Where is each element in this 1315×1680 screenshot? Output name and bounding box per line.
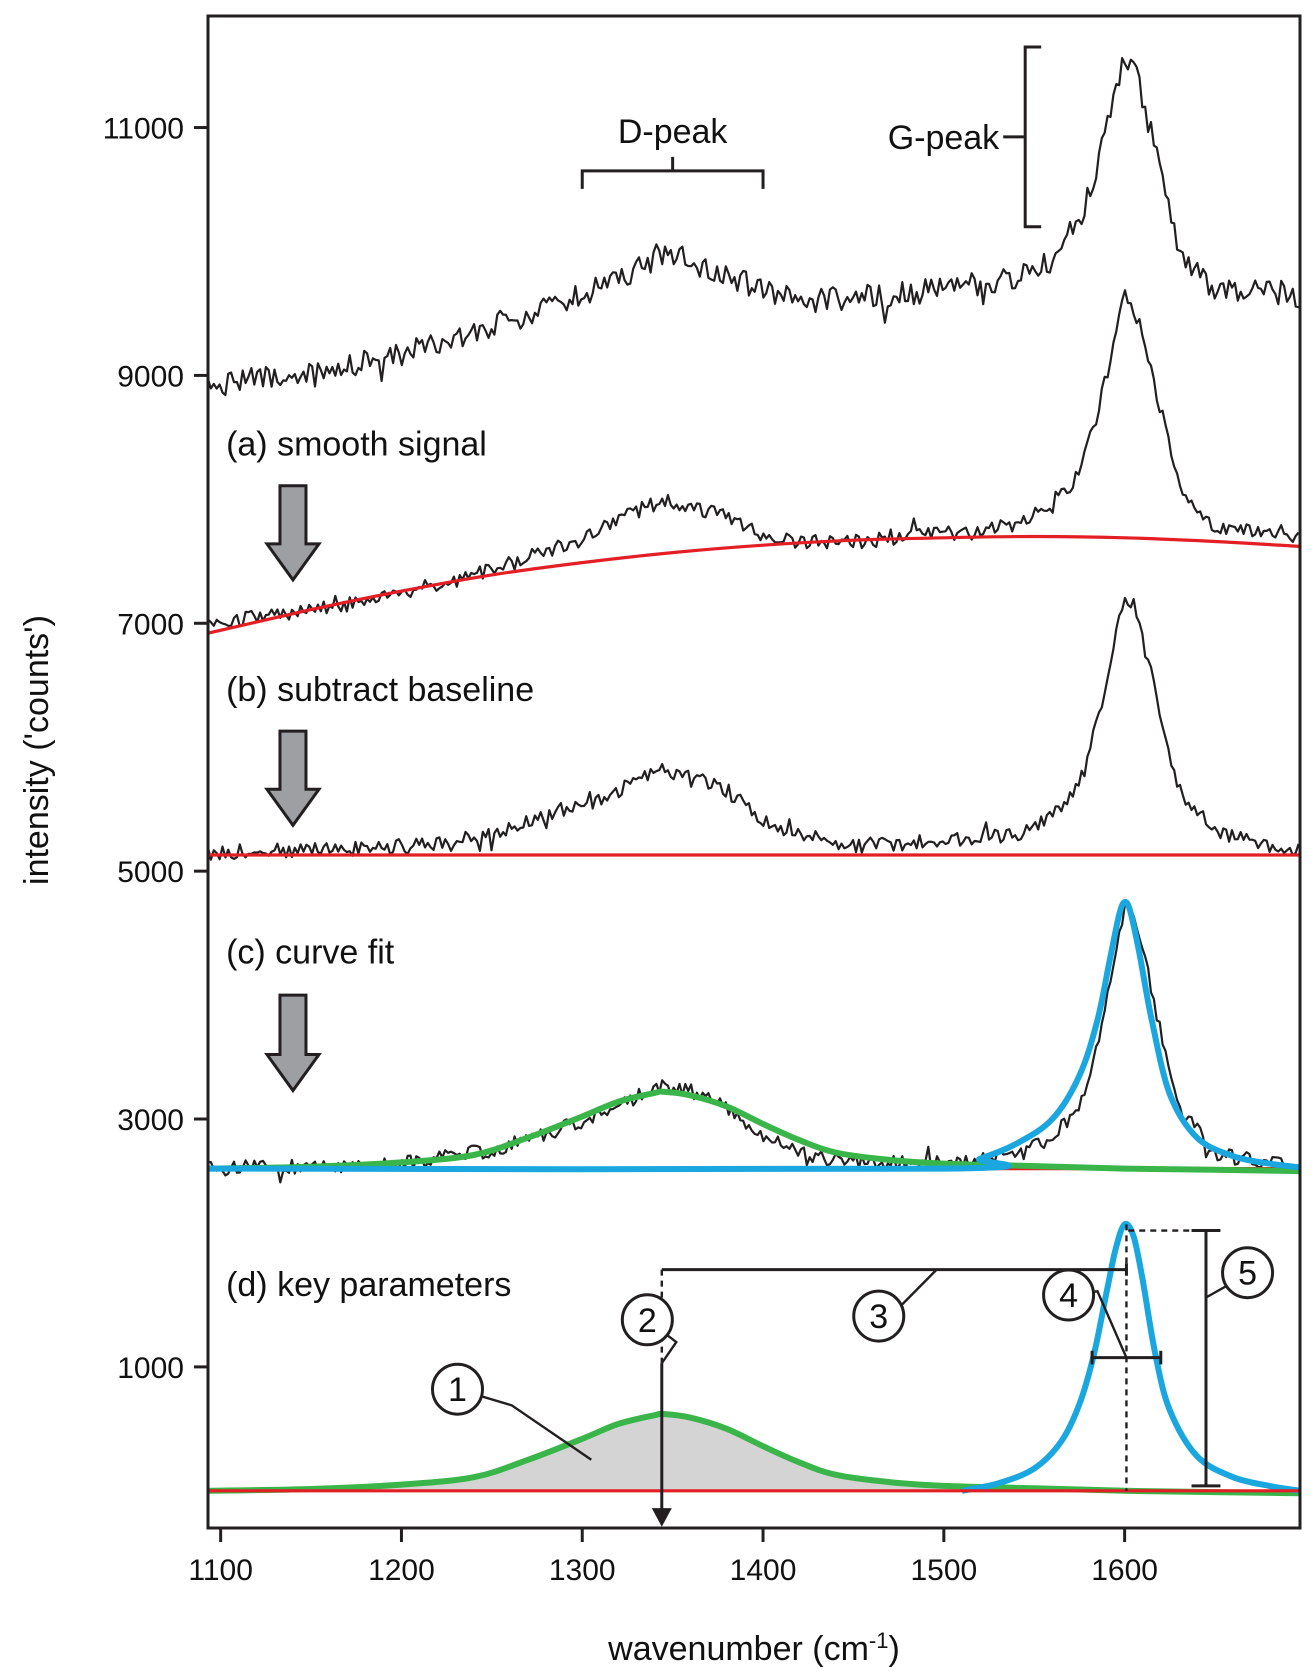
d-peak-bracket xyxy=(580,156,765,189)
y-tick-label: 7000 xyxy=(117,608,184,641)
step-label: (b) subtract baseline xyxy=(226,671,534,709)
d-peak-label: D-peak xyxy=(618,113,729,151)
g-peak-label: G-peak xyxy=(888,119,1000,157)
x-tick-label: 1600 xyxy=(1091,1554,1158,1587)
series-raw-spectrum xyxy=(208,56,1299,397)
x-tick-label: 1100 xyxy=(188,1554,253,1587)
x-tick-label: 1300 xyxy=(549,1554,616,1587)
marker-label-2: 2 xyxy=(638,1302,657,1340)
d-position-arrow-head xyxy=(651,1508,672,1527)
x-axis-label: wavenumber (cm-1) xyxy=(607,1628,900,1668)
series-d-fill xyxy=(208,1413,1300,1494)
marker-label-4: 4 xyxy=(1059,1277,1078,1315)
y-tick-label: 3000 xyxy=(117,1104,184,1137)
marker-label-5: 5 xyxy=(1238,1255,1257,1293)
y-tick-label: 5000 xyxy=(117,856,184,889)
process-arrow xyxy=(264,729,322,828)
g-peak-bracket xyxy=(1003,45,1042,229)
series-d-fit-c xyxy=(208,1088,1300,1175)
x-tick-label: 1400 xyxy=(730,1554,797,1587)
marker-label-1: 1 xyxy=(448,1371,467,1409)
axis-layer: 1000 3000 5000 7000 9000 11000 1100 1200 1300 140… xyxy=(103,113,1158,1587)
x-tick-label: 1500 xyxy=(910,1554,977,1587)
marker-circle-1 xyxy=(430,1362,484,1416)
y-tick-label: 11000 xyxy=(103,113,184,146)
marker-circle-5 xyxy=(1221,1246,1275,1300)
process-arrow xyxy=(264,993,322,1094)
series-baseline-a xyxy=(208,534,1300,635)
process-arrow xyxy=(264,484,322,583)
step-label: (a) smooth signal xyxy=(226,426,487,464)
step-label: (d) key parameters xyxy=(226,1266,511,1304)
series-corrected-spectrum xyxy=(208,596,1300,861)
x-tick-label: 1200 xyxy=(368,1554,435,1587)
marker-circle-3 xyxy=(852,1289,906,1343)
annotation-layer: D-peak G-peak (a) smooth signal (b) subtrac… xyxy=(226,45,1275,1527)
step-label: (c) curve fit xyxy=(226,934,395,972)
series-d-fit-d xyxy=(208,1410,1300,1497)
plot-frame xyxy=(206,14,1302,1530)
marker-label-3: 3 xyxy=(869,1298,888,1336)
marker-circle-4 xyxy=(1042,1268,1096,1322)
series-g-fit-c xyxy=(208,898,1300,1173)
y-tick-label: 1000 xyxy=(117,1352,184,1385)
marker-circle-2 xyxy=(620,1293,674,1347)
series-smoothed-spectrum xyxy=(208,289,1300,628)
y-axis-label: intensity ('counts') xyxy=(18,615,56,885)
y-tick-label: 9000 xyxy=(117,360,184,393)
